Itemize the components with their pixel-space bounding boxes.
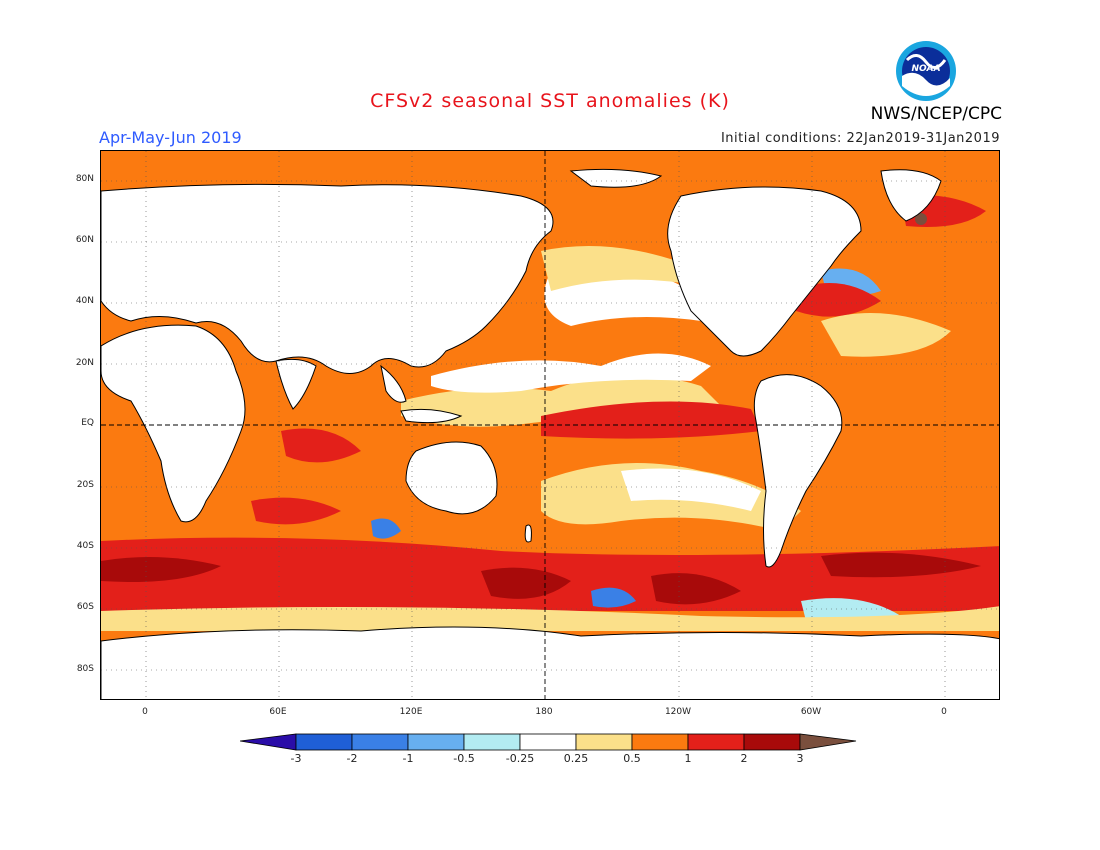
lat-label: 80N — [75, 174, 94, 184]
colorbar-tick-label: -0.5 — [453, 752, 475, 765]
colorbar-swatches — [239, 733, 857, 751]
colorbar-swatch — [687, 733, 745, 751]
logo-lettering: NOAA — [911, 64, 940, 74]
sst-anomaly-map — [100, 150, 1000, 700]
landmasses — [101, 168, 999, 699]
colorbar-swatch — [295, 733, 353, 751]
lon-label: 60E — [269, 707, 287, 717]
map-canvas — [101, 151, 999, 699]
colorbar-swatch — [799, 733, 857, 751]
lat-label: 60N — [75, 235, 94, 245]
noaa-logo: NOAA — [895, 40, 957, 102]
initial-conditions: Initial conditions: 22Jan2019-31Jan2019 — [720, 131, 1000, 146]
colorbar-tick-label: 2 — [740, 752, 748, 765]
colorbar-swatch — [575, 733, 633, 751]
colorbar — [239, 733, 860, 755]
lon-label: 180 — [535, 707, 553, 717]
lon-label: 0 — [941, 707, 947, 717]
lon-label: 0 — [142, 707, 148, 717]
lat-label: 20N — [75, 358, 94, 368]
lon-label: 120E — [399, 707, 423, 717]
lat-label: EQ — [81, 418, 94, 428]
colorbar-swatch — [743, 733, 801, 751]
reference-lines — [101, 151, 999, 699]
colorbar-tick-label: 0.25 — [563, 752, 589, 765]
lat-label: 20S — [76, 480, 94, 490]
colorbar-swatch — [463, 733, 521, 751]
colorbar-tick-label: 3 — [796, 752, 804, 765]
colorbar-swatch — [239, 733, 297, 751]
colorbar-tick-label: -1 — [402, 752, 414, 765]
anomaly-fields — [101, 195, 999, 631]
lon-label: 60W — [800, 707, 822, 717]
lat-label: 60S — [76, 602, 94, 612]
lon-label: 120W — [664, 707, 692, 717]
colorbar-tick-label: -0.25 — [505, 752, 535, 765]
colorbar-tick-label: -2 — [346, 752, 358, 765]
colorbar-swatch — [519, 733, 577, 751]
agency-label: NWS/NCEP/CPC — [870, 104, 1002, 124]
map-title: CFSv2 seasonal SST anomalies (K) — [370, 90, 730, 112]
graticule — [101, 151, 999, 699]
forecast-period: Apr-May-Jun 2019 — [99, 128, 242, 147]
colorbar-tick-label: -3 — [290, 752, 302, 765]
colorbar-tick-label: 1 — [684, 752, 692, 765]
colorbar-tick-label: 0.5 — [623, 752, 641, 765]
lat-label: 40N — [75, 296, 94, 306]
lat-label: 40S — [76, 541, 94, 551]
colorbar-swatch — [631, 733, 689, 751]
colorbar-swatch — [351, 733, 409, 751]
colorbar-swatch — [407, 733, 465, 751]
lat-label: 80S — [76, 664, 94, 674]
